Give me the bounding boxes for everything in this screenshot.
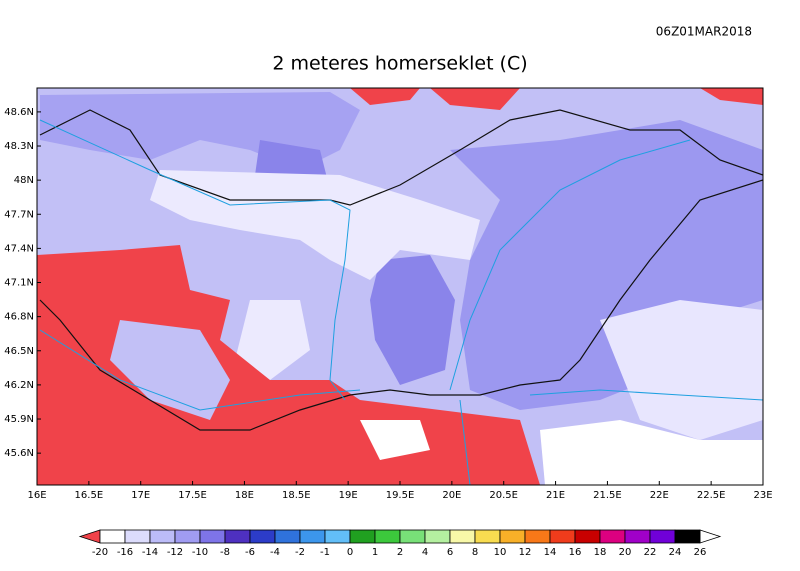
x-tick-label: 16E bbox=[27, 490, 46, 501]
x-tick-label: 17E bbox=[131, 490, 150, 501]
colorbar-box bbox=[349, 529, 376, 544]
field-region bbox=[150, 170, 480, 280]
colorbar-label: -8 bbox=[220, 547, 230, 558]
colorbar-below bbox=[78, 529, 101, 544]
y-tick-label: 46.8N bbox=[4, 312, 34, 323]
colorbar-box bbox=[324, 529, 351, 544]
field-region bbox=[350, 88, 763, 110]
y-tick-label: 47.7N bbox=[4, 209, 34, 220]
colorbar-label: 16 bbox=[569, 547, 582, 558]
colorbar-box bbox=[574, 529, 601, 544]
x-tick-label: 21.5E bbox=[593, 490, 622, 501]
colorbar-label: -6 bbox=[245, 547, 255, 558]
y-tick-label: 48N bbox=[14, 175, 34, 186]
colorbar-label: -1 bbox=[320, 547, 330, 558]
colorbar-box bbox=[224, 529, 251, 544]
colorbar-label: 12 bbox=[519, 547, 532, 558]
colorbar-label: 18 bbox=[594, 547, 607, 558]
country-border bbox=[39, 109, 763, 431]
colorbar-box bbox=[449, 529, 476, 544]
y-tick-label: 48.3N bbox=[4, 141, 34, 152]
colorbar-label: -20 bbox=[92, 547, 108, 558]
colorbar-label: -14 bbox=[142, 547, 158, 558]
field-region bbox=[360, 420, 430, 460]
colorbar-box bbox=[249, 529, 276, 544]
river bbox=[39, 119, 763, 485]
colorbar-box bbox=[499, 529, 526, 544]
colorbar-box bbox=[399, 529, 426, 544]
y-tick-label: 45.6N bbox=[4, 448, 34, 459]
y-tick-label: 46.5N bbox=[4, 346, 34, 357]
colorbar-label: -4 bbox=[270, 547, 280, 558]
x-tick-label: 16.5E bbox=[75, 490, 104, 501]
colorbar-box bbox=[374, 529, 401, 544]
colorbar-box bbox=[274, 529, 301, 544]
colorbar-label: 24 bbox=[669, 547, 682, 558]
colorbar-label: -2 bbox=[295, 547, 305, 558]
colorbar-box bbox=[599, 529, 626, 544]
map-title: 2 meteres homerseklet (C) bbox=[272, 53, 527, 75]
colorbar-box bbox=[174, 529, 201, 544]
colorbar-label: 4 bbox=[422, 547, 428, 558]
field-region bbox=[540, 420, 763, 485]
x-tick-label: 17.5E bbox=[178, 490, 207, 501]
colorbar-box bbox=[299, 529, 326, 544]
colorbar-label: 22 bbox=[644, 547, 657, 558]
colorbar-label: -10 bbox=[192, 547, 208, 558]
timestamp: 06Z01MAR2018 bbox=[656, 25, 752, 39]
x-tick-label: 22E bbox=[650, 490, 669, 501]
x-tick-label: 19E bbox=[339, 490, 358, 501]
y-tick-label: 48.6N bbox=[4, 107, 34, 118]
y-tick-label: 45.9N bbox=[4, 414, 34, 425]
y-tick-label: 47.1N bbox=[4, 278, 34, 289]
x-tick-label: 19.5E bbox=[386, 490, 415, 501]
colorbar-box bbox=[199, 529, 226, 544]
x-tick-label: 18.5E bbox=[282, 490, 311, 501]
colorbar-label: 10 bbox=[494, 547, 507, 558]
colorbar-label: -12 bbox=[167, 547, 183, 558]
x-tick-label: 23E bbox=[753, 490, 772, 501]
colorbar-box bbox=[549, 529, 576, 544]
field-region bbox=[600, 300, 763, 440]
colorbar-box bbox=[624, 529, 651, 544]
x-tick-label: 20.5E bbox=[489, 490, 518, 501]
colorbar-label: 14 bbox=[544, 547, 557, 558]
colorbar-label: 2 bbox=[397, 547, 403, 558]
colorbar-label: 20 bbox=[619, 547, 632, 558]
colorbar-box bbox=[124, 529, 151, 544]
temperature-field bbox=[37, 88, 763, 485]
x-tick-label: 22.5E bbox=[697, 490, 726, 501]
field-region bbox=[370, 255, 455, 385]
colorbar-label: 6 bbox=[447, 547, 453, 558]
colorbar-label: -16 bbox=[117, 547, 133, 558]
colorbar-box bbox=[674, 529, 701, 544]
colorbar-box bbox=[524, 529, 551, 544]
field-region bbox=[110, 320, 230, 420]
colorbar-label: 26 bbox=[694, 547, 707, 558]
colorbar-box bbox=[474, 529, 501, 544]
x-tick-label: 18E bbox=[235, 490, 254, 501]
colorbar-above bbox=[699, 529, 722, 544]
colorbar-label: 0 bbox=[347, 547, 353, 558]
y-tick-label: 46.2N bbox=[4, 380, 34, 391]
colorbar-box bbox=[99, 529, 126, 544]
x-tick-label: 20E bbox=[442, 490, 461, 501]
colorbar-label: 8 bbox=[472, 547, 478, 558]
colorbar-box bbox=[649, 529, 676, 544]
colorbar-box bbox=[424, 529, 451, 544]
y-tick-label: 47.4N bbox=[4, 243, 34, 254]
colorbar-label: 1 bbox=[372, 547, 378, 558]
x-tick-label: 21E bbox=[546, 490, 565, 501]
colorbar-box bbox=[149, 529, 176, 544]
field-region bbox=[235, 300, 310, 380]
